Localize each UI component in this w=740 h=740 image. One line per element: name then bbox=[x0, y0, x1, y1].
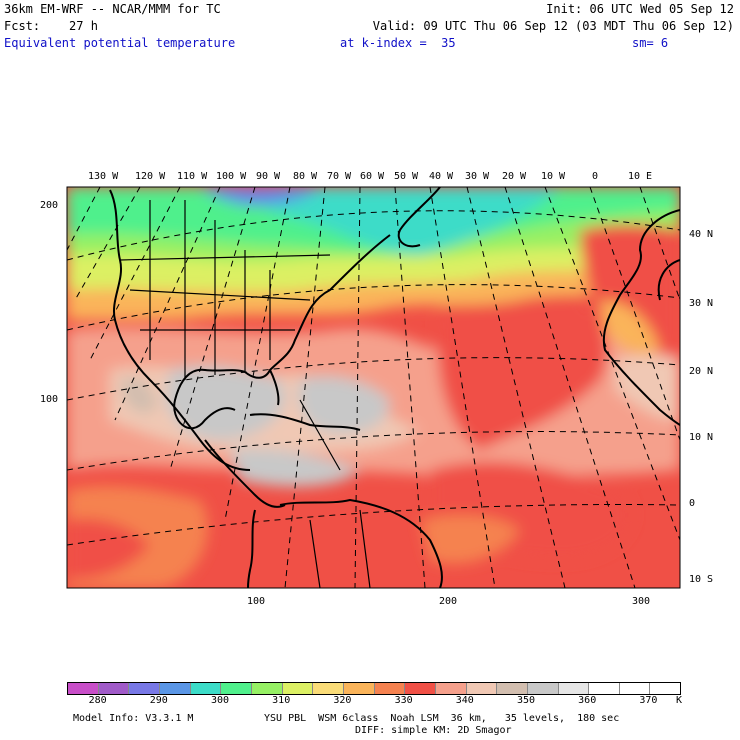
lon-label: 60 W bbox=[360, 171, 385, 182]
color-scale-label: 310 bbox=[272, 695, 291, 706]
lon-label: 80 W bbox=[293, 171, 318, 182]
lon-label: 50 W bbox=[394, 171, 419, 182]
color-swatch bbox=[405, 683, 436, 694]
field-name: Equivalent potential temperature bbox=[4, 36, 236, 50]
field-shading bbox=[67, 187, 680, 588]
color-swatch bbox=[558, 683, 590, 694]
model-info: Model Info: V3.3.1 M bbox=[73, 713, 194, 724]
color-scale-unit: K bbox=[676, 695, 683, 706]
lon-label: 120 W bbox=[135, 171, 166, 182]
lon-label: 40 W bbox=[429, 171, 454, 182]
color-swatch bbox=[589, 683, 620, 694]
lon-label: 130 W bbox=[88, 171, 119, 182]
lon-label: 0 bbox=[592, 171, 599, 182]
color-scale-label: 370 bbox=[639, 695, 658, 706]
map-frame bbox=[66, 186, 681, 589]
lat-label: 10 S bbox=[689, 574, 714, 585]
color-swatch bbox=[159, 683, 191, 694]
lon-label: 100 W bbox=[216, 171, 247, 182]
grid-x-label: 200 bbox=[439, 596, 458, 607]
lat-label: 20 N bbox=[689, 366, 714, 377]
color-scale-label: 340 bbox=[455, 695, 474, 706]
color-scale-label: 350 bbox=[516, 695, 536, 706]
lon-label: 10 E bbox=[628, 171, 653, 182]
color-scale-label: 300 bbox=[210, 695, 230, 706]
color-swatch bbox=[129, 683, 160, 694]
smoothing: sm= 6 bbox=[632, 36, 669, 50]
grid-x-label: 300 bbox=[632, 596, 651, 607]
lon-label: 20 W bbox=[502, 171, 527, 182]
lon-label: 10 W bbox=[541, 171, 566, 182]
lat-label: 30 N bbox=[689, 298, 714, 309]
coastlines bbox=[109, 187, 680, 588]
forecast-hour: Fcst: 27 h bbox=[4, 19, 98, 33]
color-swatch bbox=[221, 683, 252, 694]
color-swatch bbox=[343, 683, 375, 694]
diffusion-info: DIFF: simple KM: 2D Smagor bbox=[355, 725, 512, 736]
color-swatch bbox=[497, 683, 528, 694]
color-swatch bbox=[190, 683, 222, 694]
color-swatch bbox=[466, 683, 498, 694]
color-swatch bbox=[435, 683, 467, 694]
color-scale-label: 330 bbox=[394, 695, 413, 706]
lon-label: 30 W bbox=[465, 171, 490, 182]
color-swatch bbox=[282, 683, 314, 694]
lat-label: 40 N bbox=[689, 229, 714, 240]
color-swatch bbox=[68, 683, 99, 694]
grid-y-label: 100 bbox=[40, 394, 59, 405]
color-swatch bbox=[98, 683, 130, 694]
valid-time: Valid: 09 UTC Thu 06 Sep 12 (03 MDT Thu … bbox=[372, 19, 734, 33]
init-time: Init: 06 UTC Wed 05 Sep 12 bbox=[546, 2, 734, 16]
color-swatch bbox=[527, 683, 559, 694]
lon-label: 70 W bbox=[327, 171, 352, 182]
color-scale-label: 280 bbox=[88, 695, 107, 706]
physics-info: YSU PBL WSM 6class Noah LSM 36 km, 35 le… bbox=[264, 713, 620, 724]
color-swatch bbox=[313, 683, 344, 694]
color-swatch bbox=[251, 683, 283, 694]
graticule bbox=[67, 187, 680, 588]
lon-label: 90 W bbox=[256, 171, 281, 182]
color-scale-label: 360 bbox=[578, 695, 597, 706]
color-swatch bbox=[619, 683, 651, 694]
lat-label: 10 N bbox=[689, 432, 714, 443]
model-title: 36km EM-WRF -- NCAR/MMM for TC bbox=[4, 2, 221, 16]
political-borders bbox=[119, 200, 371, 588]
grid-x-label: 100 bbox=[247, 596, 266, 607]
color-swatch bbox=[650, 683, 681, 694]
color-scale-label: 320 bbox=[333, 695, 352, 706]
color-scale-label: 290 bbox=[149, 695, 168, 706]
color-swatch bbox=[374, 683, 406, 694]
grid-y-label: 200 bbox=[40, 200, 59, 211]
level-index: at k-index = 35 bbox=[340, 36, 456, 50]
lat-label: 0 bbox=[689, 498, 696, 509]
lon-label: 110 W bbox=[177, 171, 208, 182]
color-scale bbox=[67, 682, 681, 695]
